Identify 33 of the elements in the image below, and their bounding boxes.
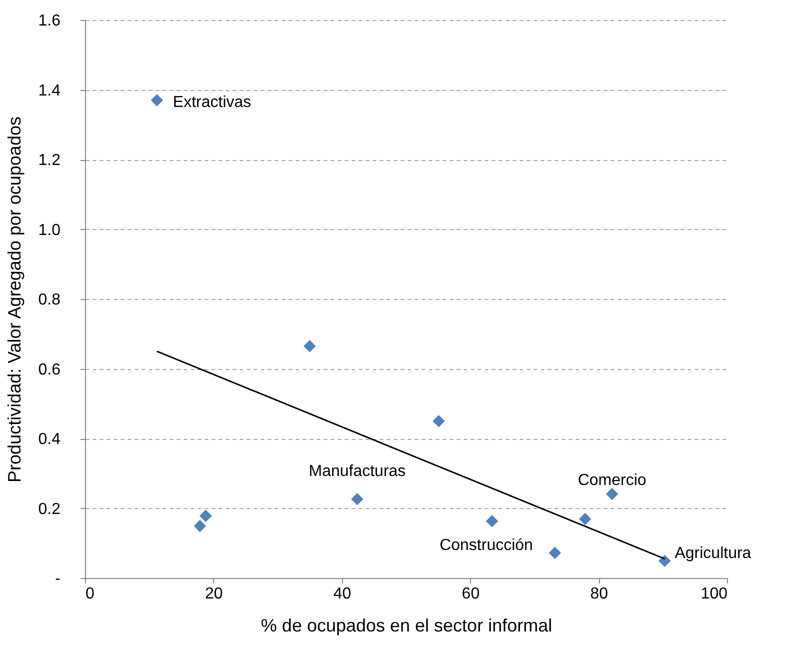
point <box>578 512 592 526</box>
point <box>486 515 498 528</box>
y-tick-label: 0.8 <box>38 292 61 308</box>
point <box>150 94 164 106</box>
y-tick-label: - <box>55 570 60 588</box>
point <box>658 554 671 568</box>
x-tick-label: 20 <box>205 586 223 602</box>
annotation: Construcción <box>440 536 533 554</box>
point <box>606 488 618 500</box>
x-tick-label: 40 <box>333 586 352 602</box>
x-tick-label: 80 <box>590 586 608 602</box>
point <box>432 414 445 428</box>
annotation: Agricultura <box>674 544 752 562</box>
y-tick-label: 1.2 <box>38 152 61 169</box>
annotation: Manufacturas <box>308 463 406 480</box>
y-tick-label: 1.4 <box>38 82 61 100</box>
point <box>304 340 316 352</box>
y-axis-title: Productividad: Valor Agregado por ocupoados <box>4 116 24 482</box>
annotation: Extractivas <box>172 94 252 112</box>
y-tick-label: 1.6 <box>38 12 61 30</box>
point <box>194 520 206 532</box>
x-tick-label: 0 <box>86 586 94 602</box>
point <box>200 510 212 522</box>
x-axis-title: % de ocupados en el sector informal <box>260 616 552 636</box>
y-tick-label: 0.2 <box>38 500 61 518</box>
point <box>548 546 562 560</box>
point <box>351 493 364 506</box>
y-tick-label: 0.4 <box>38 431 61 448</box>
annotation: Comercio <box>578 472 646 489</box>
x-tick-label: 60 <box>462 586 480 602</box>
x-tick-label: 100 <box>700 586 728 602</box>
y-tick-label: 1.0 <box>38 222 61 239</box>
y-tick-label: 0.6 <box>38 361 61 378</box>
